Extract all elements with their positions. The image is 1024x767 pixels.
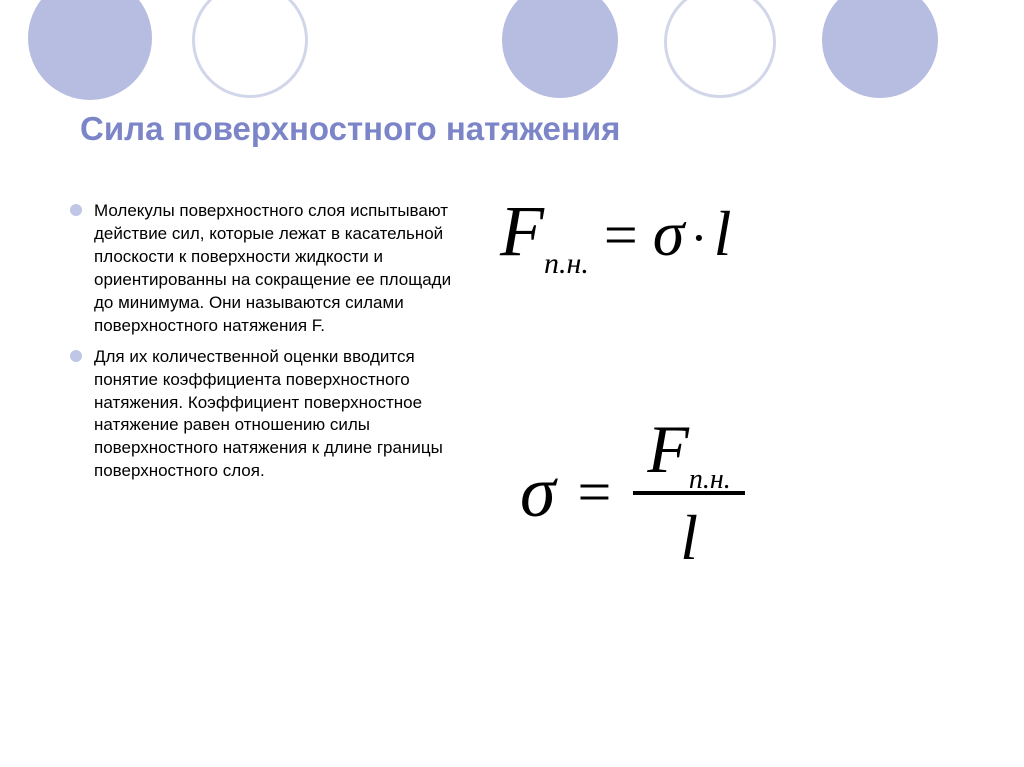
circle-3 xyxy=(502,0,618,98)
formula1-dot: · xyxy=(690,209,707,268)
circle-2 xyxy=(192,0,308,98)
slide-title: Сила поверхностного натяжения xyxy=(80,110,620,148)
formula1-l: l xyxy=(714,197,732,271)
formula2-sub: п.н. xyxy=(689,464,731,496)
formula-column: F п.н. = σ · l σ = F п.н. l xyxy=(480,200,1024,491)
formula2-denominator: l xyxy=(680,495,698,575)
bullet-dot-icon xyxy=(70,204,82,216)
formula2-numerator: F п.н. xyxy=(633,410,744,491)
bullet-text-1: Молекулы поверхностного слоя испытывают … xyxy=(94,200,460,338)
formula2-sigma: σ xyxy=(520,451,556,534)
formula-force: F п.н. = σ · l xyxy=(500,190,731,273)
circle-1 xyxy=(28,0,152,100)
formula1-sub: п.н. xyxy=(544,247,589,281)
circle-4 xyxy=(664,0,776,98)
formula1-sigma: σ xyxy=(653,197,685,271)
formula2-eq: = xyxy=(578,458,612,527)
text-column: Молекулы поверхностного слоя испытывают … xyxy=(0,200,480,491)
decorative-circles xyxy=(0,0,1024,200)
formula1-F: F xyxy=(500,190,544,273)
bullet-dot-icon xyxy=(70,350,82,362)
content-area: Молекулы поверхностного слоя испытывают … xyxy=(0,200,1024,491)
formula1-eq: = xyxy=(604,201,638,270)
bullet-item-1: Молекулы поверхностного слоя испытывают … xyxy=(90,200,460,338)
formula2-F: F xyxy=(647,410,689,489)
bullet-text-2: Для их количественной оценки вводится по… xyxy=(94,346,460,484)
formula-sigma: σ = F п.н. l xyxy=(520,410,745,575)
formula2-fraction: F п.н. l xyxy=(633,410,744,575)
bullet-item-2: Для их количественной оценки вводится по… xyxy=(90,346,460,484)
circle-5 xyxy=(822,0,938,98)
